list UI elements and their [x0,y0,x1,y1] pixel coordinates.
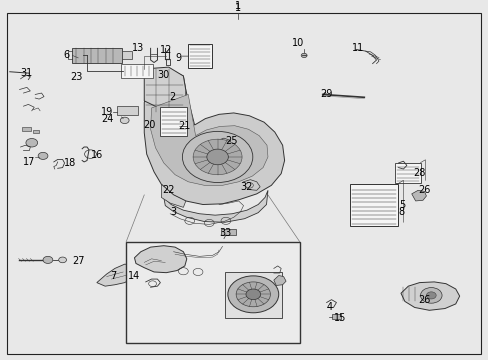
Bar [72,48,122,63]
Text: 26: 26 [417,295,429,305]
Bar [349,184,397,226]
Bar [160,107,187,136]
Polygon shape [400,282,459,310]
Circle shape [206,149,228,165]
Polygon shape [161,184,185,207]
Text: 18: 18 [63,158,76,168]
Text: 7: 7 [110,270,116,280]
Polygon shape [131,271,144,280]
Text: 27: 27 [72,256,85,266]
Bar [224,272,281,319]
Circle shape [120,117,129,123]
Text: 1: 1 [235,1,241,12]
Circle shape [59,257,66,263]
Circle shape [182,131,252,183]
Circle shape [301,53,306,58]
Text: 14: 14 [128,270,140,280]
Text: 8: 8 [398,207,404,217]
Circle shape [426,292,435,299]
Text: 2: 2 [168,91,175,102]
Polygon shape [144,69,284,204]
Text: 5: 5 [399,199,405,210]
Text: 20: 20 [143,120,155,130]
Text: 16: 16 [90,150,102,160]
Text: 10: 10 [291,38,304,48]
Circle shape [227,276,278,313]
Circle shape [193,139,242,175]
Text: 19: 19 [101,107,113,117]
Circle shape [420,288,441,303]
Circle shape [245,289,260,300]
Text: 11: 11 [351,43,364,53]
Text: 6: 6 [63,50,69,60]
Text: 4: 4 [325,302,332,312]
Text: 22: 22 [162,185,175,195]
Text: 9: 9 [175,53,182,63]
Polygon shape [163,190,267,222]
Text: 31: 31 [20,68,33,78]
Circle shape [38,152,48,159]
Circle shape [43,256,53,264]
Bar [188,44,211,68]
Bar [126,242,299,343]
Text: 21: 21 [178,121,190,131]
Polygon shape [273,275,285,285]
Bar [331,314,341,319]
Polygon shape [144,67,185,113]
Text: 25: 25 [224,136,237,145]
Circle shape [26,139,38,147]
Bar [394,163,420,183]
Bar [221,229,235,235]
Text: 1: 1 [235,3,241,13]
Polygon shape [411,190,426,201]
Text: 17: 17 [23,157,35,167]
Bar [22,127,31,131]
Text: 24: 24 [101,114,113,124]
Bar [117,106,138,115]
Text: 29: 29 [320,90,332,99]
Text: 28: 28 [412,167,425,177]
Text: 3: 3 [169,207,176,217]
Bar [121,64,153,78]
Text: 32: 32 [240,182,252,192]
Polygon shape [134,246,186,273]
Text: 15: 15 [333,313,345,323]
Bar [33,130,39,133]
Polygon shape [150,94,267,185]
Text: 23: 23 [70,72,82,82]
Polygon shape [97,264,136,286]
Bar [122,51,132,59]
Circle shape [236,282,270,307]
Text: 30: 30 [157,70,169,80]
Text: 13: 13 [132,43,144,53]
Text: 12: 12 [160,45,172,55]
Text: 26: 26 [417,185,429,195]
Text: 33: 33 [219,228,231,238]
